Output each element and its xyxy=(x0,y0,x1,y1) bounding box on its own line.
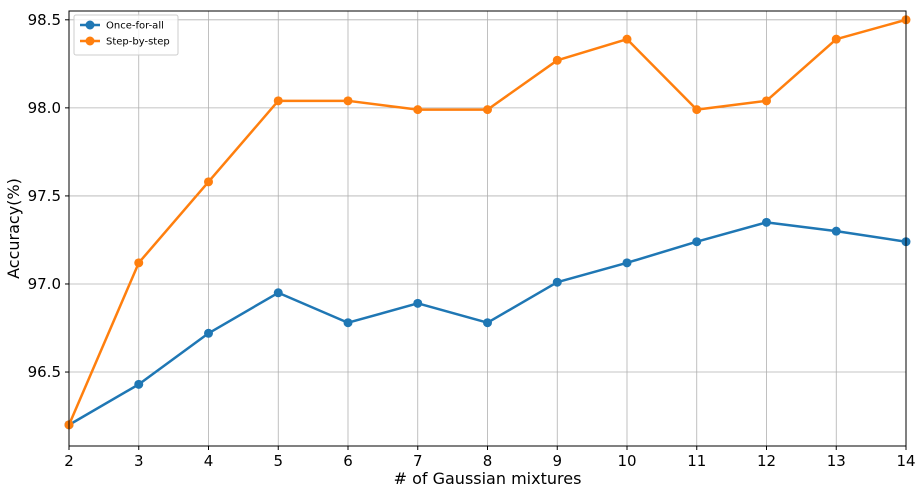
series-layer xyxy=(64,15,911,430)
x-tick-label: 3 xyxy=(134,452,144,470)
grid xyxy=(68,11,907,446)
x-tick-label: 8 xyxy=(483,452,493,470)
x-tick-label: 12 xyxy=(757,452,776,470)
data-point xyxy=(273,96,283,106)
y-tick-label: 96.5 xyxy=(28,363,61,381)
data-point xyxy=(343,318,353,328)
data-point xyxy=(273,288,283,298)
y-tick-label: 98.0 xyxy=(28,99,61,117)
data-point xyxy=(762,96,771,106)
x-axis-label: # of Gaussian mixtures xyxy=(394,469,582,488)
y-axis-label: Accuracy(%) xyxy=(4,178,23,279)
data-point xyxy=(762,217,771,227)
data-point xyxy=(413,105,423,115)
data-point xyxy=(483,105,492,115)
legend-label: Step-by-step xyxy=(106,37,170,48)
legend-item: Step-by-step xyxy=(80,36,170,48)
data-point xyxy=(413,298,423,308)
data-point xyxy=(622,34,632,44)
x-tick-label: 11 xyxy=(687,452,706,470)
legend: Once-for-all Step-by-step xyxy=(73,14,179,56)
axis-ticks: 2 3 4 5 6 7 8 9 10 11 12 13 14 96.5 97.0 97.5 98.0 98.5 xyxy=(28,11,916,470)
data-point xyxy=(343,96,353,106)
data-point xyxy=(134,379,144,389)
data-point xyxy=(552,277,562,287)
y-tick-label: 97.0 xyxy=(28,275,61,293)
data-point xyxy=(483,318,492,328)
data-point xyxy=(831,34,841,44)
x-tick-label: 7 xyxy=(413,452,423,470)
x-tick-label: 4 xyxy=(204,452,214,470)
x-tick-label: 9 xyxy=(552,452,562,470)
x-tick-label: 10 xyxy=(617,452,636,470)
x-tick-label: 13 xyxy=(827,452,846,470)
data-point xyxy=(831,226,841,236)
legend-swatch-marker xyxy=(85,20,95,30)
data-point xyxy=(622,258,632,268)
series-once-for-all xyxy=(64,217,911,430)
data-point xyxy=(692,237,702,247)
legend-label: Once-for-all xyxy=(106,21,164,32)
legend-item: Once-for-all xyxy=(80,20,164,32)
data-point xyxy=(134,258,144,268)
x-tick-label: 5 xyxy=(273,452,283,470)
y-tick-label: 97.5 xyxy=(28,187,61,205)
data-point xyxy=(692,105,702,115)
x-tick-label: 2 xyxy=(64,452,74,470)
legend-swatch-marker xyxy=(85,36,95,46)
x-tick-label: 14 xyxy=(896,452,915,470)
data-point xyxy=(204,328,213,338)
x-tick-label: 6 xyxy=(343,452,353,470)
data-point xyxy=(204,177,213,187)
data-point xyxy=(552,55,562,65)
series-step-by-step xyxy=(64,15,911,430)
y-tick-label: 98.5 xyxy=(28,11,61,29)
